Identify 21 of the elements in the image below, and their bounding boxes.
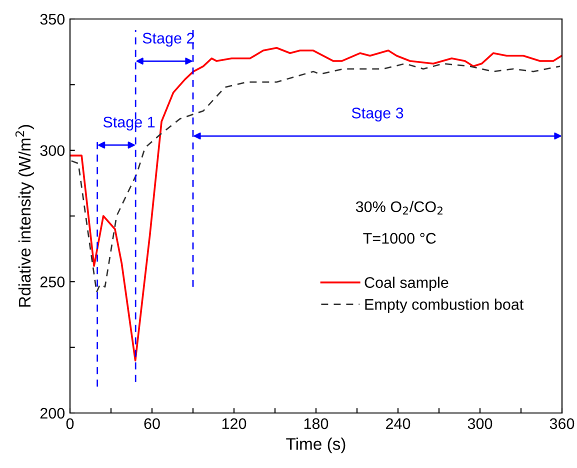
x-tick-label: 360 xyxy=(550,418,574,430)
x-tick-label: 300 xyxy=(468,418,492,430)
annotation: T=1000 °C xyxy=(363,232,436,244)
x-tick-label: 0 xyxy=(66,418,74,430)
y-tick-label: 350 xyxy=(40,14,65,25)
x-tick-label: 180 xyxy=(304,418,328,430)
x-tick-label: 60 xyxy=(144,418,160,430)
legend-label: Coal sample xyxy=(364,276,448,291)
line-series xyxy=(70,62,561,293)
legend-label: Empty combustion boat xyxy=(365,298,524,313)
annotation: Stage 3 xyxy=(352,108,404,122)
y-tick-label: 250 xyxy=(40,276,65,288)
y-tick-label: 200 xyxy=(40,408,65,419)
x-tick-label: 120 xyxy=(222,418,246,430)
annotation: 30% O$_{2}$/CO$_{2}$ xyxy=(356,200,442,214)
x-axis-title: Time (s) xyxy=(286,438,346,454)
x-tick-label: 240 xyxy=(386,418,410,430)
y-axis-title: Rdiative intensity (W/m$^{2}$) xyxy=(15,125,34,307)
line-series xyxy=(70,46,562,362)
annotation: Stage 1 xyxy=(103,116,155,131)
y-tick-label: 300 xyxy=(40,145,65,156)
